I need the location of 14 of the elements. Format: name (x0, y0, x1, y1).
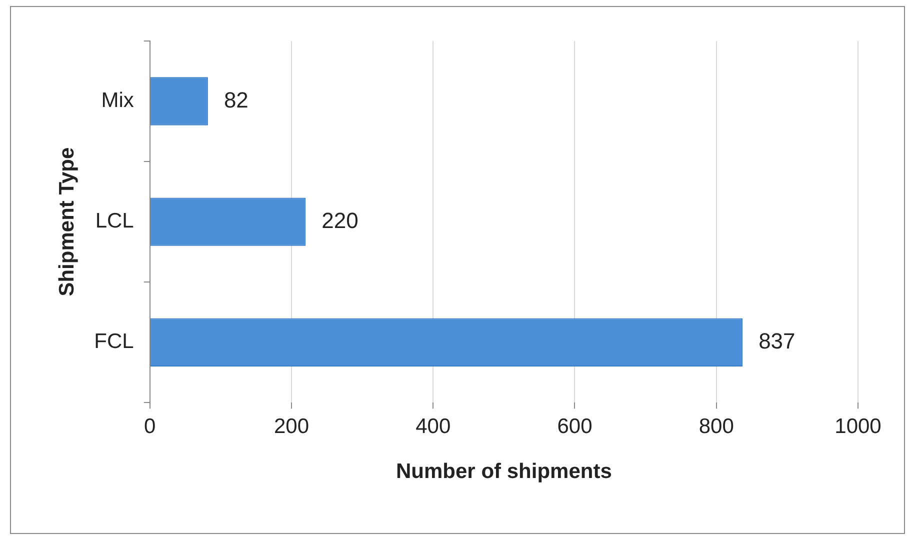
y-tick-label: Mix (101, 89, 134, 112)
x-axis-title: Number of shipments (396, 460, 612, 484)
data-label: 82 (224, 87, 248, 112)
data-label: 837 (758, 328, 796, 354)
x-tick-label: 0 (144, 414, 156, 438)
x-tick-label: 800 (698, 414, 734, 438)
y-axis-title: Shipment Type (55, 147, 78, 296)
y-tick-label: LCL (95, 210, 134, 233)
x-tick-label: 200 (274, 414, 310, 438)
x-tick-label: 1000 (834, 414, 882, 438)
y-tick-label: FCL (94, 330, 134, 354)
x-tick-label: 400 (416, 414, 451, 438)
data-label: 220 (322, 208, 358, 233)
x-tick-label: 600 (557, 414, 592, 438)
